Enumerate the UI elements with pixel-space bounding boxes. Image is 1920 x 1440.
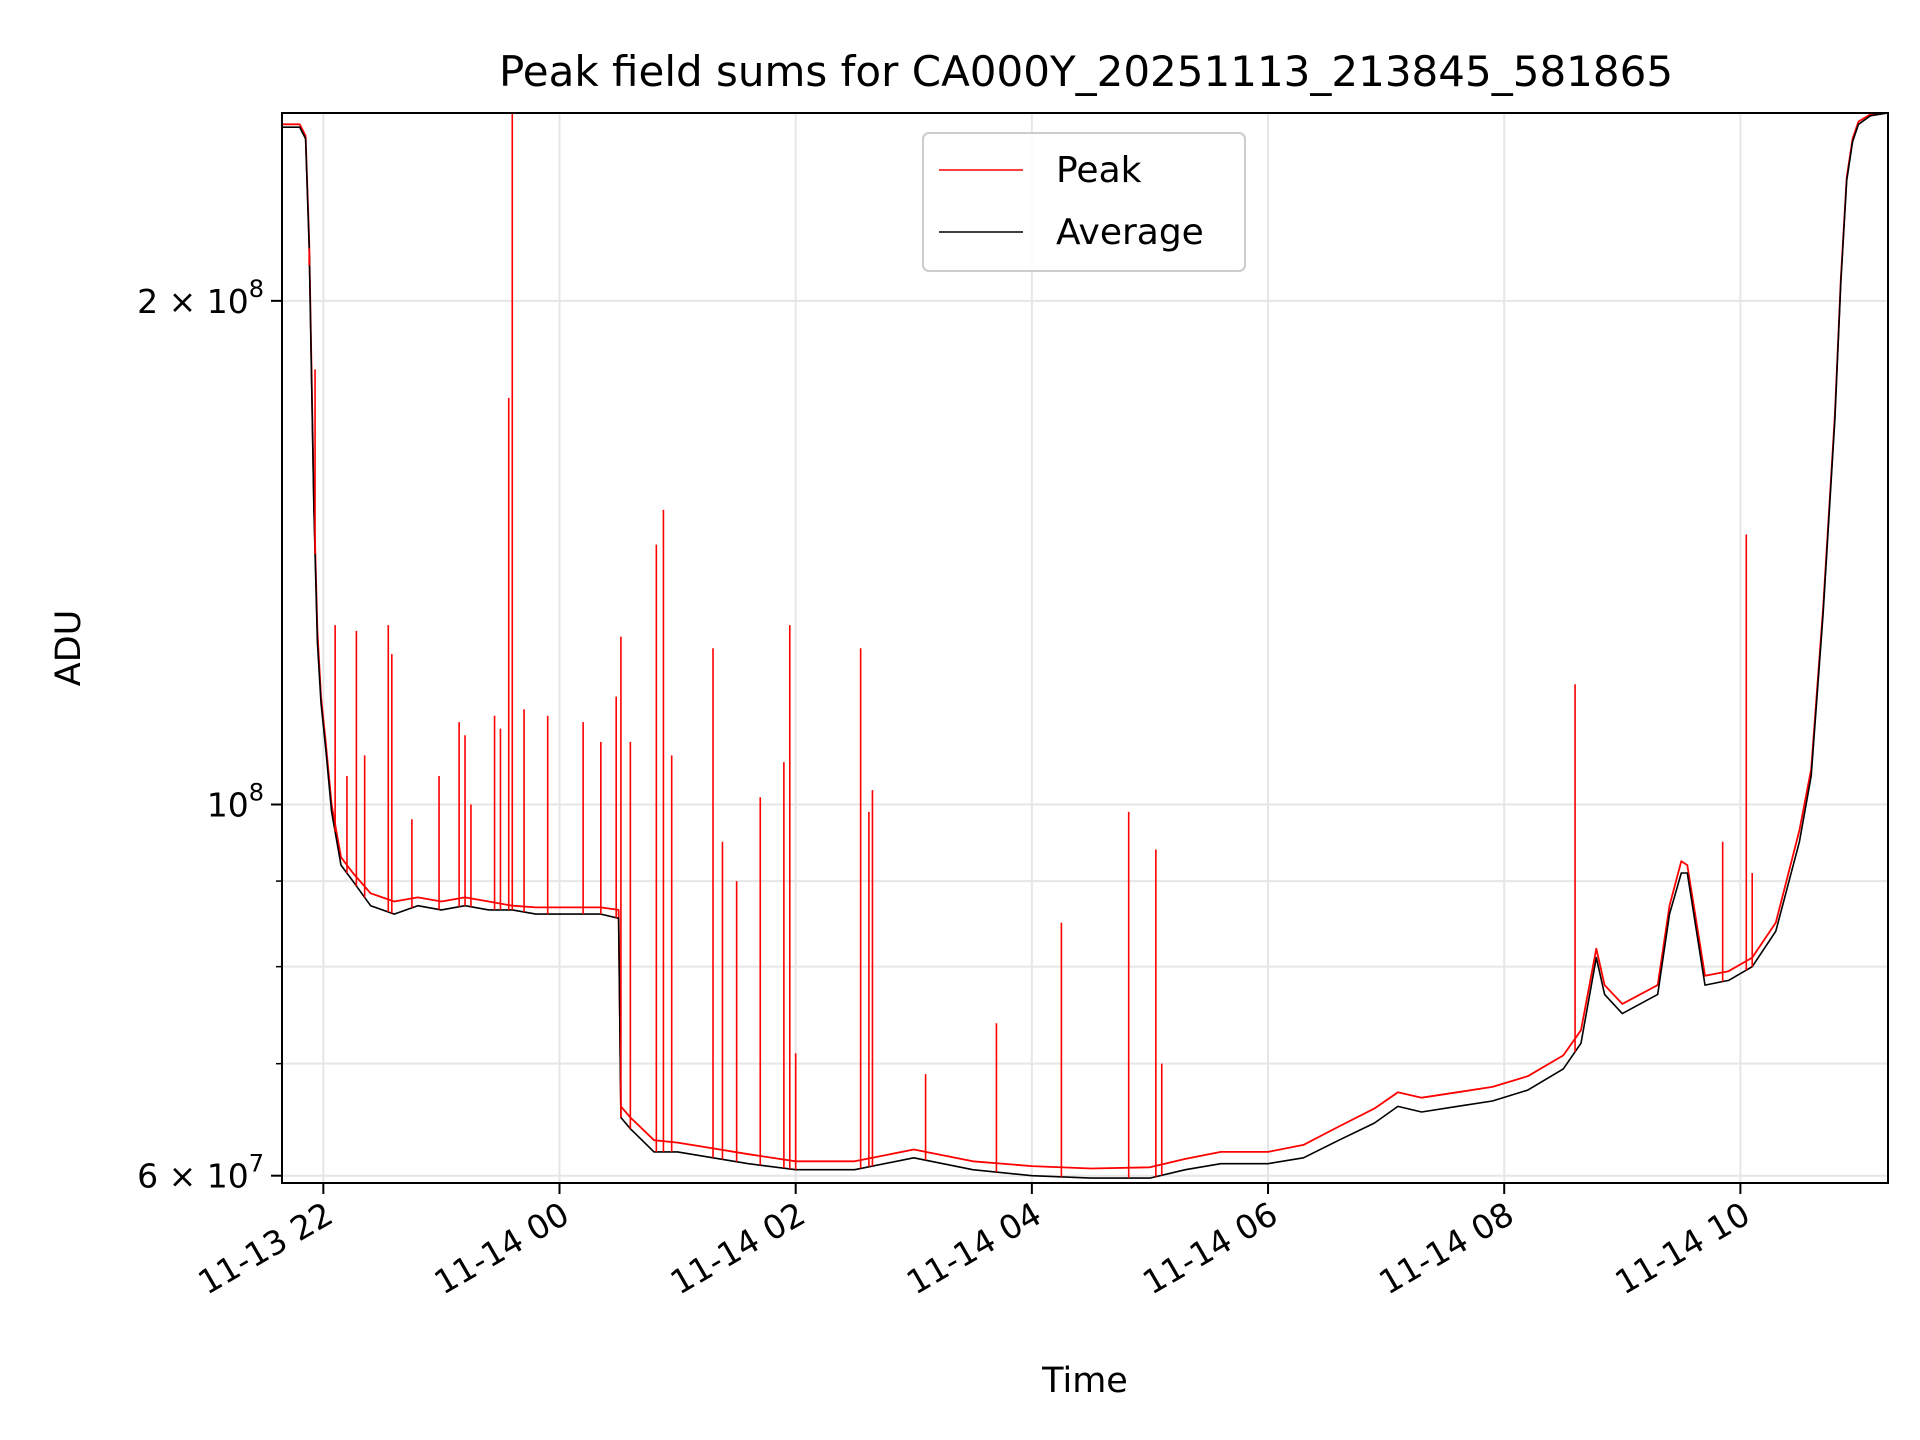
legend-peak-label: Peak	[1056, 150, 1142, 191]
x-tick-label: 11-14 00	[428, 1194, 576, 1302]
x-tick-label: 11-14 02	[664, 1194, 812, 1302]
series-line-average	[282, 113, 1888, 1179]
axis-ticks: 11-13 22 11-14 00 11-14 02 11-14 04 11-14 06…	[137, 275, 1756, 1302]
x-tick-label: 11-14 06	[1136, 1194, 1284, 1302]
plot-frame	[281, 112, 1889, 1184]
legend-box	[922, 132, 1246, 272]
y-tick-label: 6 × 107	[137, 1150, 264, 1196]
legend-average-label: Average	[1056, 212, 1204, 253]
y-tick-label: 2 × 108	[137, 275, 264, 321]
legend: Peak Average	[922, 132, 1246, 272]
series-line-peak	[282, 113, 1888, 1170]
x-tick-label: 11-14 10	[1608, 1194, 1756, 1302]
x-tick-label: 11-13 22	[191, 1194, 339, 1302]
x-axis-label: Time	[1041, 1361, 1128, 1401]
chart-title: Peak field sums for CA000Y_20251113_2138…	[499, 47, 1673, 96]
x-tick-label: 11-14 04	[900, 1194, 1048, 1302]
x-tick-label: 11-14 08	[1372, 1194, 1520, 1302]
y-tick-label: 108	[207, 779, 264, 825]
y-axis-label: ADU	[49, 610, 89, 687]
series-layer	[282, 113, 1888, 1179]
grid	[282, 113, 1888, 1183]
